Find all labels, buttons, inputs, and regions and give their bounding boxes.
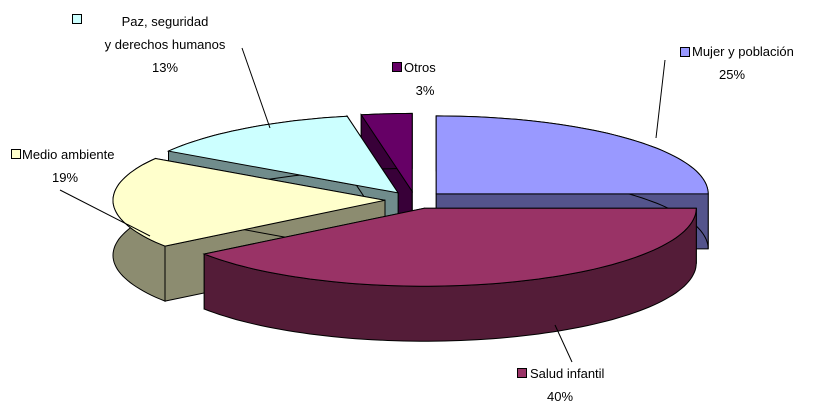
value-label: 19% [51,170,79,185]
value-label: 3% [415,83,435,98]
slice [360,112,413,194]
value-label: 40% [546,389,574,404]
slice-label: Paz, seguridad y derechos humanos [104,14,226,52]
slice [202,207,697,287]
slice-label: Medio ambiente [22,147,115,162]
slice-label: Otros [404,60,436,75]
legend-marker [11,149,21,159]
leader-line [59,189,151,237]
value-label: 25% [718,67,746,82]
slice-label: Mujer y población [692,44,794,59]
value-label: 13% [151,60,179,75]
leader-line [655,59,666,139]
leader-line [554,324,573,363]
slice-label: Salud infantil [530,366,605,381]
legend-marker [72,14,82,24]
slice [435,115,709,195]
leader-line [241,47,271,129]
slice [166,115,400,194]
legend-marker [517,368,527,378]
legend-marker [680,47,690,57]
legend-marker [392,62,402,72]
slice [112,157,386,247]
